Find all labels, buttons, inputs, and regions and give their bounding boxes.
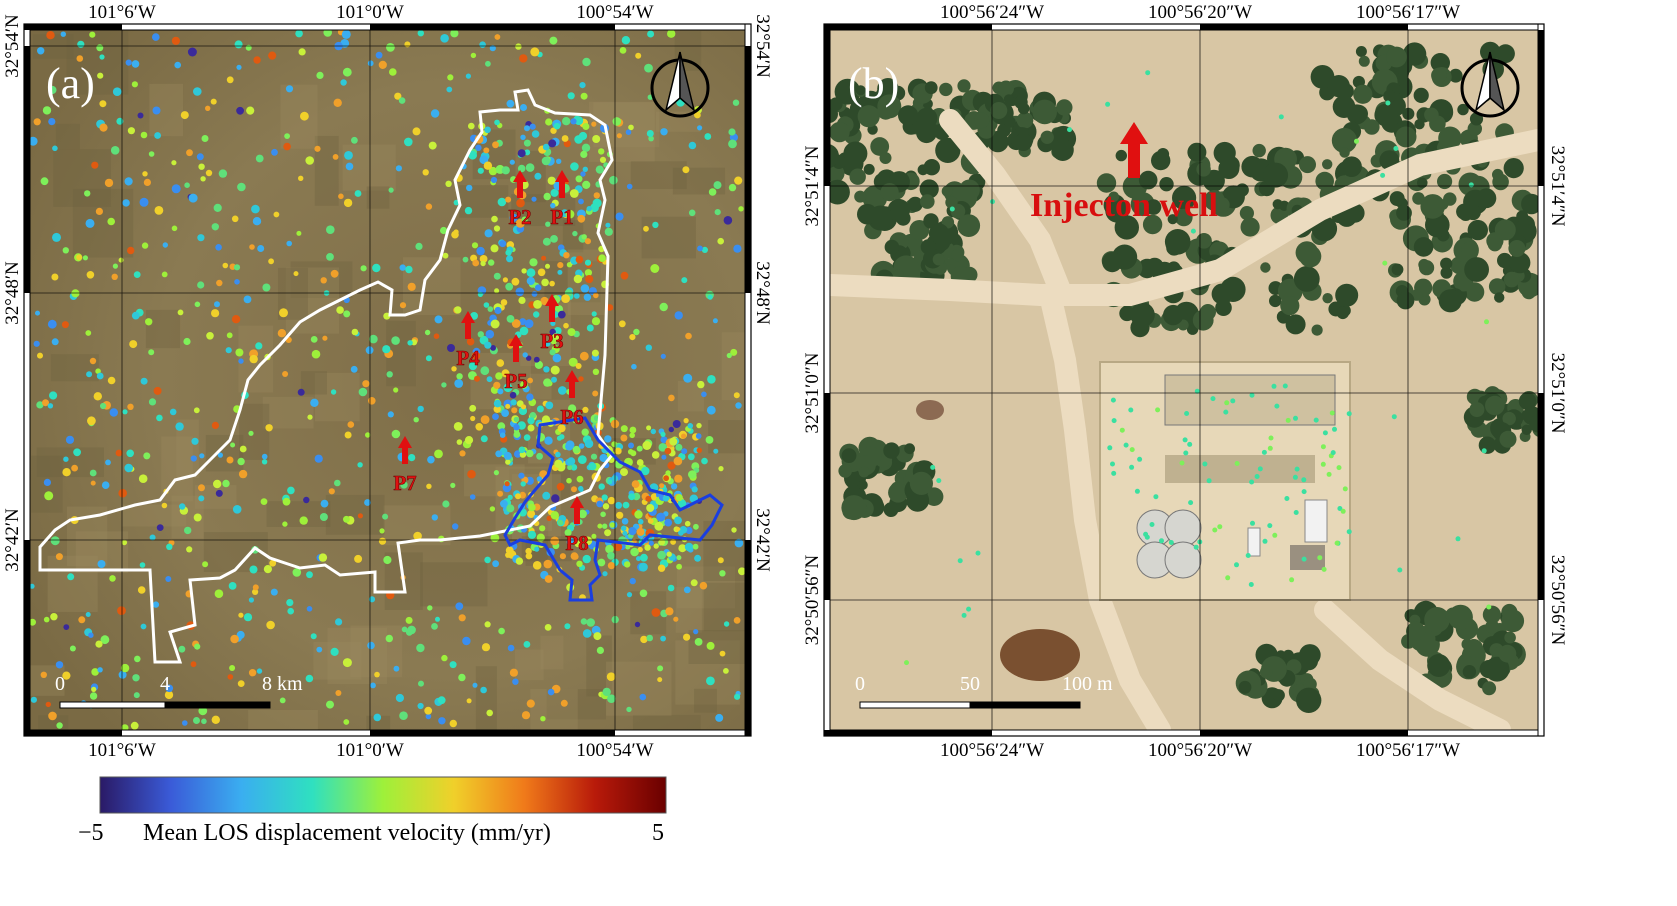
- panel-a-label: (a): [46, 59, 95, 108]
- panel-a-lon-tick-bottom-3: 100°54′W: [576, 740, 653, 761]
- arrow-up-icon: [509, 334, 523, 362]
- panel-a-lon-tick-top-3: 100°54′W: [576, 2, 653, 23]
- panel-a-lat-tick-right-1: 32°54′N: [752, 14, 773, 78]
- colorbar-min-label: −5: [78, 820, 104, 846]
- panel-a-north-arrow-icon: [650, 51, 710, 118]
- arrow-up-icon: [398, 436, 412, 464]
- point-label-p5: P5: [504, 369, 527, 393]
- point-marker-p7: P7: [393, 436, 417, 495]
- panel-a-lon-tick-bottom-1: 101°6′W: [88, 740, 156, 761]
- panel-b-scalebar: 0 50 100 m: [855, 673, 1113, 709]
- panel-a-frame: [23, 23, 752, 737]
- panel-a-scalebar-label-0: 0: [55, 673, 65, 695]
- point-label-p2: P2: [508, 205, 531, 229]
- panel-b-insar-points: [904, 70, 1492, 666]
- panel-b-lat-tick-right-3: 32°50′56″N: [1547, 555, 1568, 646]
- panel-a-lat-tick-left-1: 32°54′N: [2, 14, 23, 78]
- panel-a-scalebar: 0 4 8 km: [55, 673, 303, 709]
- panel-b-lon-tick-bottom-2: 100°56′20″W: [1148, 740, 1252, 761]
- panel-b-lon-tick-bottom-3: 100°56′17″W: [1356, 740, 1460, 761]
- arrow-up-icon: [461, 311, 475, 339]
- colorbar-max-label: 5: [652, 820, 664, 846]
- point-marker-p8: P8: [565, 496, 589, 555]
- panel-a-lat-tick-left-2: 32°48′N: [2, 261, 23, 325]
- panel-a-lat-tick-left-3: 32°42′N: [2, 508, 23, 572]
- panel-b-label: (b): [848, 59, 899, 108]
- point-label-p8: P8: [565, 531, 588, 555]
- point-label-p7: P7: [393, 471, 416, 495]
- panel-b-scalebar-label-100: 100 m: [1062, 673, 1113, 695]
- point-marker-p2: P2: [508, 170, 532, 229]
- panel-a-map: P1 P2 P3 P4 P5 P6 P7 P8 101°6′W 101°0′W 100°54′…: [2, 2, 773, 761]
- panel-a-lon-tick-bottom-2: 101°0′W: [336, 740, 404, 761]
- panel-a-terrain: [30, 30, 745, 730]
- panel-b-lat-tick-left-1: 32°51′4″N: [802, 145, 823, 226]
- panel-b-scalebar-label-0: 0: [855, 673, 865, 695]
- colorbar: −5 Mean LOS displacement velocity (mm/yr…: [78, 776, 667, 846]
- point-label-p1: P1: [550, 205, 573, 229]
- colorbar-title: Mean LOS displacement velocity (mm/yr): [143, 820, 551, 846]
- panel-a-graticule: [30, 30, 745, 730]
- panel-b-lon-tick-top-2: 100°56′20″W: [1148, 2, 1252, 23]
- point-marker-p1: P1: [550, 170, 574, 229]
- point-marker-p5: P5: [504, 334, 528, 393]
- panel-b-frame: [823, 23, 1545, 737]
- panel-b-lat-tick-left-3: 32°50′56″N: [802, 555, 823, 646]
- panel-a-lat-tick-right-2: 32°48′N: [752, 261, 773, 325]
- panel-b-lat-tick-left-2: 32°51′0″N: [802, 352, 823, 433]
- panel-b-lat-tick-right-1: 32°51′4″N: [1547, 146, 1568, 227]
- injection-well-label: Injecton well: [1030, 187, 1218, 224]
- panel-a-insar-points: [30, 30, 745, 730]
- panel-a-scalebar-label-8: 8 km: [262, 673, 303, 695]
- point-label-p3: P3: [540, 329, 563, 353]
- panel-b-map: 100°56′24″W 100°56′20″W 100°56′17″W 100°…: [802, 2, 1568, 761]
- colorbar-gradient: [99, 776, 667, 814]
- panel-b-lon-tick-top-1: 100°56′24″W: [940, 2, 1044, 23]
- panel-b-lon-tick-top-3: 100°56′17″W: [1356, 2, 1460, 23]
- well-pad: [1099, 361, 1351, 601]
- arrow-up-icon: [570, 496, 584, 524]
- panel-b-graticule: [830, 30, 1538, 730]
- point-label-p6: P6: [560, 405, 583, 429]
- panel-a-scalebar-label-4: 4: [160, 673, 170, 695]
- injection-well-arrow-icon: [1120, 122, 1148, 178]
- white-boundary: [38, 88, 614, 664]
- point-label-p4: P4: [456, 346, 480, 370]
- panel-a-point-markers: P1 P2 P3 P4 P5 P6 P7 P8: [393, 170, 589, 555]
- panel-b-lat-tick-right-2: 32°51′0″N: [1547, 353, 1568, 434]
- arrow-up-icon: [513, 170, 527, 198]
- panel-a-lon-tick-top-2: 101°0′W: [336, 2, 404, 23]
- panel-b-north-arrow-icon: [1460, 51, 1520, 118]
- point-marker-p4: P4: [456, 311, 480, 370]
- panel-b-scalebar-label-50: 50: [960, 673, 980, 695]
- panel-a-lat-tick-right-3: 32°42′N: [752, 508, 773, 572]
- point-marker-p3: P3: [540, 294, 564, 353]
- arrow-up-icon: [565, 370, 579, 398]
- panel-b-lon-tick-bottom-1: 100°56′24″W: [940, 740, 1044, 761]
- panel-a-lon-tick-top-1: 101°6′W: [88, 2, 156, 23]
- arrow-up-icon: [555, 170, 569, 198]
- blue-boundary: [503, 416, 724, 602]
- arrow-up-icon: [545, 294, 559, 322]
- point-marker-p6: P6: [560, 370, 584, 429]
- panel-b-roads: [830, 109, 1538, 730]
